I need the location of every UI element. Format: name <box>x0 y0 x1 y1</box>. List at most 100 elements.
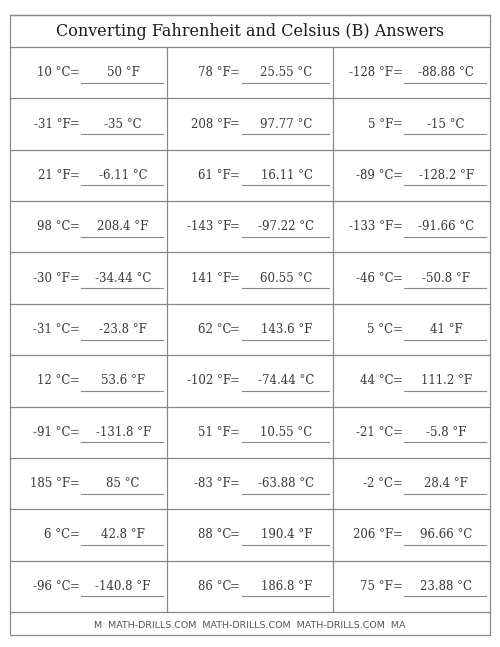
Text: =: = <box>230 529 240 542</box>
Text: -46 °C: -46 °C <box>356 272 394 285</box>
Text: =: = <box>392 529 402 542</box>
Text: =: = <box>230 426 240 439</box>
Text: 5 °F: 5 °F <box>368 118 394 131</box>
Text: 53.6 °F: 53.6 °F <box>101 375 145 388</box>
Text: =: = <box>392 169 402 182</box>
Text: -34.44 °C: -34.44 °C <box>95 272 152 285</box>
Text: =: = <box>392 375 402 388</box>
Text: -21 °C: -21 °C <box>356 426 394 439</box>
Text: =: = <box>230 580 240 593</box>
Text: =: = <box>230 220 240 234</box>
Text: -31 °C: -31 °C <box>33 323 70 336</box>
Text: 206 °F: 206 °F <box>353 529 394 542</box>
Text: =: = <box>230 375 240 388</box>
Text: -89 °C: -89 °C <box>356 169 394 182</box>
Text: -143 °F: -143 °F <box>187 220 231 234</box>
Text: 86 °C: 86 °C <box>198 580 231 593</box>
Text: 208 °F: 208 °F <box>191 118 231 131</box>
Text: =: = <box>230 66 240 79</box>
Text: 10.55 °C: 10.55 °C <box>260 426 312 439</box>
Text: -97.22 °C: -97.22 °C <box>258 220 314 234</box>
Text: -96 °C: -96 °C <box>32 580 70 593</box>
Text: 96.66 °C: 96.66 °C <box>420 529 472 542</box>
Text: -5.8 °F: -5.8 °F <box>426 426 467 439</box>
Text: =: = <box>70 169 80 182</box>
Text: -31 °F: -31 °F <box>34 118 70 131</box>
Text: -74.44 °C: -74.44 °C <box>258 375 314 388</box>
Text: -128 °F: -128 °F <box>350 66 394 79</box>
Text: 60.55 °C: 60.55 °C <box>260 272 312 285</box>
Text: -140.8 °F: -140.8 °F <box>96 580 151 593</box>
Text: 88 °C: 88 °C <box>198 529 231 542</box>
Text: 25.55 °C: 25.55 °C <box>260 66 312 79</box>
Text: -15 °C: -15 °C <box>428 118 465 131</box>
Text: 16.11 °C: 16.11 °C <box>260 169 312 182</box>
Text: -91 °C: -91 °C <box>33 426 70 439</box>
Text: -83 °F: -83 °F <box>194 477 231 490</box>
Text: 50 °F: 50 °F <box>106 66 140 79</box>
Text: -88.88 °C: -88.88 °C <box>418 66 474 79</box>
Text: 75 °F: 75 °F <box>360 580 394 593</box>
Text: =: = <box>392 477 402 490</box>
Text: -50.8 °F: -50.8 °F <box>422 272 470 285</box>
Text: 6 °C: 6 °C <box>44 529 70 542</box>
Text: =: = <box>70 529 80 542</box>
Text: =: = <box>70 272 80 285</box>
Text: -63.88 °C: -63.88 °C <box>258 477 314 490</box>
Text: -6.11 °C: -6.11 °C <box>99 169 148 182</box>
Text: 186.8 °F: 186.8 °F <box>261 580 312 593</box>
Text: Converting Fahrenheit and Celsius (B) Answers: Converting Fahrenheit and Celsius (B) An… <box>56 23 444 39</box>
Text: M  MATH-DRILLS.COM  MATH-DRILLS.COM  MATH-DRILLS.COM  MA: M MATH-DRILLS.COM MATH-DRILLS.COM MATH-D… <box>94 622 406 630</box>
Text: =: = <box>392 66 402 79</box>
Text: 190.4 °F: 190.4 °F <box>261 529 312 542</box>
Text: 111.2 °F: 111.2 °F <box>420 375 472 388</box>
Text: 10 °C: 10 °C <box>37 66 70 79</box>
Text: 44 °C: 44 °C <box>360 375 394 388</box>
Text: =: = <box>70 580 80 593</box>
Text: =: = <box>230 477 240 490</box>
Text: 5 °C: 5 °C <box>367 323 394 336</box>
Text: 98 °C: 98 °C <box>37 220 70 234</box>
Text: -35 °C: -35 °C <box>104 118 142 131</box>
Text: 78 °F: 78 °F <box>198 66 231 79</box>
Text: =: = <box>70 66 80 79</box>
Text: -128.2 °F: -128.2 °F <box>418 169 474 182</box>
Text: =: = <box>392 272 402 285</box>
Text: 42.8 °F: 42.8 °F <box>101 529 145 542</box>
Text: =: = <box>392 220 402 234</box>
Text: 62 °C: 62 °C <box>198 323 231 336</box>
Text: =: = <box>230 272 240 285</box>
Text: =: = <box>230 169 240 182</box>
Text: =: = <box>230 323 240 336</box>
Text: -91.66 °C: -91.66 °C <box>418 220 474 234</box>
Text: -30 °F: -30 °F <box>34 272 70 285</box>
Text: -133 °F: -133 °F <box>349 220 394 234</box>
Text: =: = <box>392 323 402 336</box>
Text: 23.88 °C: 23.88 °C <box>420 580 472 593</box>
Text: -102 °F: -102 °F <box>187 375 231 388</box>
Text: =: = <box>230 118 240 131</box>
Text: -131.8 °F: -131.8 °F <box>96 426 151 439</box>
Text: 28.4 °F: 28.4 °F <box>424 477 468 490</box>
Text: =: = <box>70 323 80 336</box>
Text: 51 °F: 51 °F <box>198 426 231 439</box>
Text: =: = <box>392 580 402 593</box>
Text: =: = <box>70 220 80 234</box>
Text: 85 °C: 85 °C <box>106 477 140 490</box>
Text: =: = <box>392 118 402 131</box>
Text: 185 °F: 185 °F <box>30 477 70 490</box>
Text: 208.4 °F: 208.4 °F <box>98 220 149 234</box>
Text: 97.77 °C: 97.77 °C <box>260 118 312 131</box>
Text: -2 °C: -2 °C <box>364 477 394 490</box>
Text: =: = <box>70 375 80 388</box>
Text: 61 °F: 61 °F <box>198 169 231 182</box>
Text: =: = <box>70 426 80 439</box>
Text: 141 °F: 141 °F <box>191 272 231 285</box>
Text: =: = <box>70 477 80 490</box>
Text: 41 °F: 41 °F <box>430 323 462 336</box>
Text: -23.8 °F: -23.8 °F <box>99 323 147 336</box>
Text: 143.6 °F: 143.6 °F <box>261 323 312 336</box>
Text: =: = <box>70 118 80 131</box>
Text: 21 °F: 21 °F <box>38 169 70 182</box>
Text: 12 °C: 12 °C <box>37 375 70 388</box>
